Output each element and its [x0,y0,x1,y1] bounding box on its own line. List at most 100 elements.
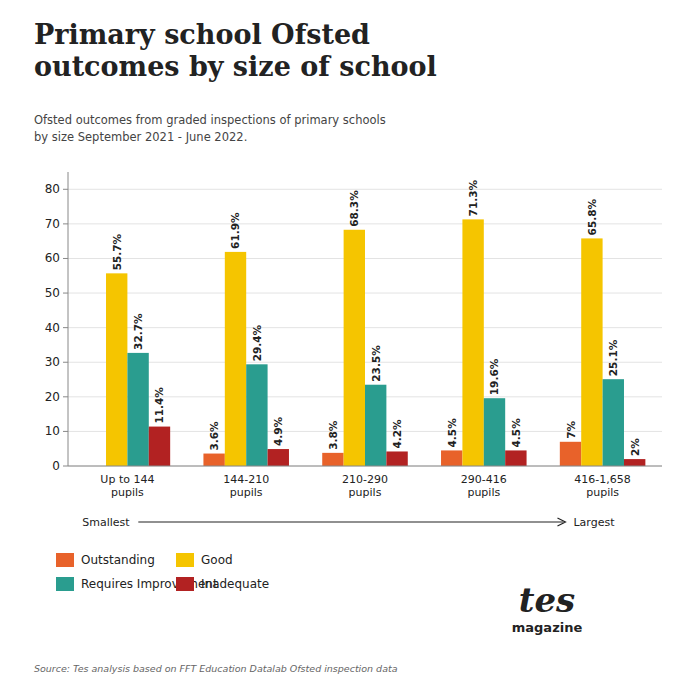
legend-label: Outstanding [81,553,155,567]
text-line: Ofsted outcomes from graded inspections … [34,113,386,127]
data-labels: 3.6% 3.8% 4.5% 7% 55.7% 61.9% 68.3% 71.3% 65.8% 3… [111,179,641,456]
grid-line [68,223,662,224]
x-tick-label: 144-210pupils [223,473,269,499]
annotation: Largest [573,516,615,529]
bar [225,252,246,466]
y-tick-label: 10 [45,424,60,438]
text-line: pupils [586,486,619,499]
bar [344,230,365,466]
legend-label: Requires Improvement [81,577,218,591]
legend: Outstanding Good Requires ImprovementInade… [56,553,269,591]
x-axis [68,466,662,467]
y-tick-label: 80 [45,182,60,196]
bar [322,453,343,466]
y-tick [63,223,68,224]
data-label: 68.3% [348,190,360,227]
background [0,0,684,684]
text-line: pupils [230,486,263,499]
y-tick-label: 20 [45,390,60,404]
x-tick-label: Up to 144pupils [100,473,154,499]
logo: tes [519,580,575,620]
grid [68,189,662,466]
y-tick-label: 0 [52,459,60,473]
text-line: pupils [111,486,144,499]
grid-line [68,189,662,190]
data-label: 3.8% [327,420,339,450]
y-tick [63,431,68,432]
bars [106,219,645,466]
x-tick-label: 210-290pupils [342,473,388,499]
legend-label: Good [201,553,233,567]
annotation: Smallest [82,516,130,529]
subtitle: Ofsted outcomes from graded inspections … [34,113,386,144]
y-tick-label: 30 [45,355,60,369]
data-label: 11.4% [153,387,165,424]
data-label: 4.2% [391,419,403,449]
text-line: 210-290 [342,473,388,486]
y-tick [63,327,68,328]
bar [505,450,526,466]
x-tick-label: 416-1,658pupils [574,473,630,499]
y-tick-label: 60 [45,251,60,265]
data-label: 65.8% [586,199,598,236]
data-label: 23.5% [370,345,382,382]
data-label: 4.5% [446,418,458,448]
data-label: 4.5% [510,418,522,448]
bar [462,219,483,466]
bar [441,450,462,466]
legend-swatch [176,553,194,567]
legend-swatch [56,553,74,567]
data-label: 25.1% [607,339,619,376]
title: Primary school Ofstedoutcomes by size of… [34,19,437,82]
bar [149,427,170,466]
bar [386,451,407,466]
text-line: 416-1,658 [574,473,630,486]
text-line: pupils [349,486,382,499]
data-label: 32.7% [132,313,144,350]
data-label: 3.6% [208,421,220,451]
bar [624,459,645,466]
chart-root: Primary school Ofstedoutcomes by size of… [0,0,684,684]
logo-sub: magazine [512,620,583,635]
data-label: 7% [565,420,577,438]
y-tick [63,396,68,397]
y-tick [63,466,68,467]
legend-label: Inadequate [201,577,269,591]
bar [268,449,289,466]
bar [246,364,267,466]
y-tick-label: 70 [45,217,60,231]
data-label: 71.3% [467,179,479,216]
data-label: 19.6% [488,358,500,395]
text-line: Up to 144 [100,473,154,486]
text-line: pupils [467,486,500,499]
text-line: Primary school Ofsted [34,19,370,50]
source: Source: Tes analysis based on FFT Educat… [34,663,398,674]
data-label: 4.9% [272,416,284,446]
bar [560,442,581,466]
bar [106,273,127,466]
text-line: 144-210 [223,473,269,486]
annotation-arrow [138,521,563,522]
y-tick [63,258,68,259]
y-tick [63,189,68,190]
annotation-arrowhead [557,518,565,526]
bar [365,385,386,466]
y-tick [63,293,68,294]
bar [603,379,624,466]
x-tick-label: 290-416pupils [461,473,507,499]
text-line: outcomes by size of school [34,51,437,82]
y-tick-label: 50 [45,286,60,300]
data-label: 61.9% [230,212,242,249]
y-tick [63,362,68,363]
bar [127,353,148,466]
data-label: 2% [629,438,641,456]
bar [581,238,602,466]
y-axis [68,172,69,466]
legend-swatch [56,577,74,591]
bar [484,398,505,466]
bar [203,454,224,466]
data-label: 55.7% [111,233,123,270]
text-line: 290-416 [461,473,507,486]
data-label: 29.4% [251,324,263,361]
text-line: by size September 2021 - June 2022. [34,130,247,144]
